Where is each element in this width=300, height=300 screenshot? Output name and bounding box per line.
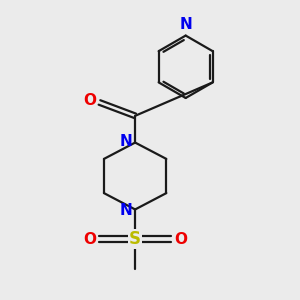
Text: O: O [174,232,188,247]
Text: N: N [120,203,133,218]
Text: N: N [120,134,133,148]
Text: N: N [179,17,192,32]
Text: O: O [83,232,96,247]
Text: S: S [129,230,141,248]
Text: O: O [83,94,96,109]
